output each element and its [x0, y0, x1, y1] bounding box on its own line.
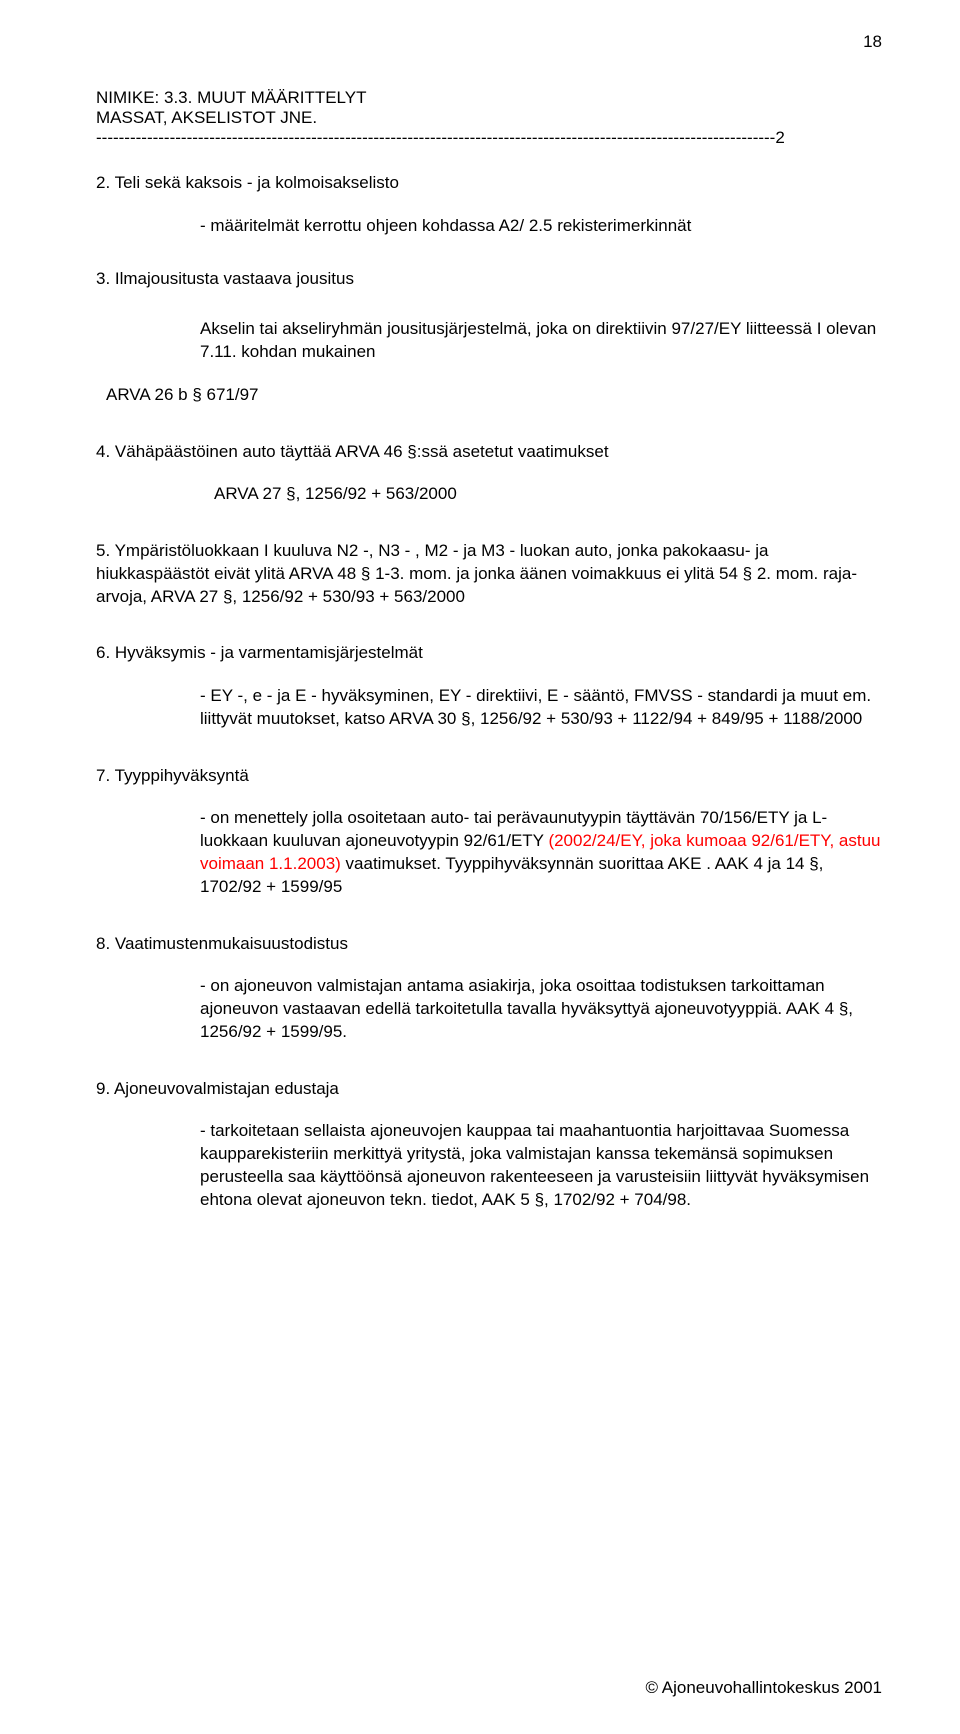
section-9-title: 9. Ajoneuvovalmistajan edustaja	[96, 1078, 882, 1101]
section-3-body: Akselin tai akseliryhmän jousitusjärjest…	[200, 318, 882, 364]
section-9-body: - tarkoitetaan sellaista ajoneuvojen kau…	[200, 1120, 882, 1211]
section-2-body: - määritelmät kerrottu ohjeen kohdassa A…	[200, 215, 882, 238]
section-6-body: - EY -, e - ja E - hyväksyminen, EY - di…	[200, 685, 882, 731]
section-2-title: 2. Teli sekä kaksois - ja kolmoisakselis…	[96, 172, 882, 195]
section-5-body: 5. Ympäristöluokkaan I kuuluva N2 -, N3 …	[96, 540, 882, 608]
section-8-title: 8. Vaatimustenmukaisuustodistus	[96, 933, 882, 956]
section-3-title: 3. Ilmajousitusta vastaava jousitus	[96, 268, 882, 291]
section-8-body: - on ajoneuvon valmistajan antama asiaki…	[200, 975, 882, 1043]
section-4-arva: ARVA 27 §, 1256/92 + 563/2000	[214, 483, 882, 506]
footer-copyright: © Ajoneuvohallintokeskus 2001	[645, 1678, 882, 1698]
page-number: 18	[863, 32, 882, 52]
section-7-title: 7. Tyyppihyväksyntä	[96, 765, 882, 788]
section-7-body: - on menettely jolla osoitetaan auto- ta…	[200, 807, 882, 898]
section-4-title: 4. Vähäpäästöinen auto täyttää ARVA 46 §…	[96, 441, 882, 464]
doc-title-line1: NIMIKE: 3.3. MUUT MÄÄRITTELYT	[96, 88, 882, 108]
document-page: 18 NIMIKE: 3.3. MUUT MÄÄRITTELYT MASSAT,…	[0, 0, 960, 1734]
section-3-arva: ARVA 26 b § 671/97	[106, 384, 882, 407]
section-6-title: 6. Hyväksymis - ja varmentamisjärjestelm…	[96, 642, 882, 665]
divider-line: ----------------------------------------…	[96, 128, 882, 148]
doc-title-line2: MASSAT, AKSELISTOT JNE.	[96, 108, 882, 128]
